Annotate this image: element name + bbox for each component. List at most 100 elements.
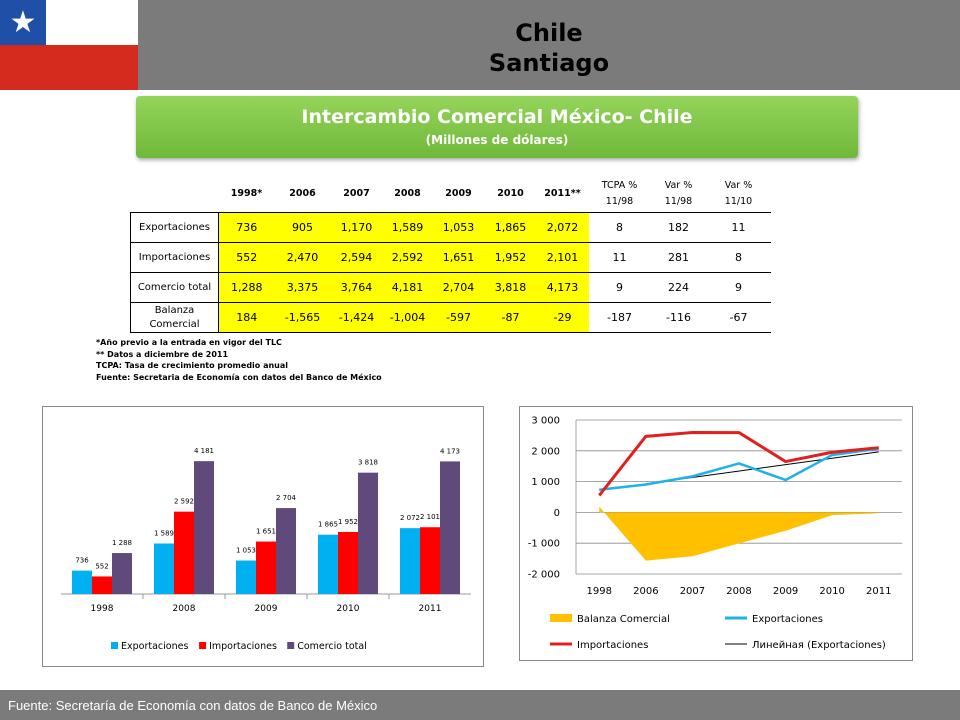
bar-exportaciones <box>400 528 420 594</box>
bar-data-label: 1 651 <box>256 528 276 536</box>
table-cell: 182 <box>650 212 707 243</box>
legend-label: Exportaciones <box>752 614 823 625</box>
table-cell: 3,375 <box>274 272 331 303</box>
table-cell: 2,470 <box>274 242 331 273</box>
x-tick-label: 2007 <box>680 586 705 597</box>
table-cell: -1,565 <box>274 302 331 333</box>
bar-importaciones <box>338 531 358 594</box>
table-cell: 2,704 <box>432 272 485 303</box>
bar-comercio-total <box>358 472 378 594</box>
bar-exportaciones <box>318 534 338 594</box>
table-header-empty <box>130 176 219 213</box>
note-line: *Año previo a la entrada en vigor del TL… <box>96 338 282 347</box>
table-header-cell: Var % 11/10 <box>706 176 771 213</box>
x-tick-label: 2011 <box>419 604 442 614</box>
table-cell: -1,424 <box>330 302 383 333</box>
bar-comercio-total <box>112 553 132 594</box>
bar-data-label: 4 181 <box>194 447 214 455</box>
line-chart: 3 000 2 000 1 000 0 -1 000 -2 000 1998 2006 2007… <box>528 416 902 651</box>
bar-comercio-total <box>276 508 296 594</box>
table-header-cell: Var % 11/98 <box>650 176 707 213</box>
table-cell: 905 <box>274 212 331 243</box>
bar-importaciones <box>256 541 276 594</box>
footer-source: Fuente: Secretaría de Economía con datos… <box>8 698 378 713</box>
table-cell: -29 <box>536 302 589 333</box>
table-cell: -1,004 <box>382 302 433 333</box>
legend-swatch <box>199 642 207 649</box>
table-header-row: 1998* 2006 2007 2008 2009 2010 2011** TC… <box>130 176 771 213</box>
x-tick-label: 2009 <box>255 604 278 614</box>
note-line: TCPA: Tasa de crecimiento promedio anual <box>96 361 288 370</box>
bar-data-label: 3 818 <box>358 459 378 467</box>
table-cell: 1,952 <box>484 242 537 273</box>
table-cell: 552 <box>218 242 275 273</box>
footer-bar: Fuente: Secretaría de Economía con datos… <box>0 690 960 720</box>
section-banner: Intercambio Comercial México- Chile (Mil… <box>136 96 858 158</box>
row-label: Importaciones <box>130 242 219 273</box>
bar-exportaciones <box>236 560 256 594</box>
legend-label: Comercio total <box>297 641 367 652</box>
area-balanza-comercial <box>599 506 879 561</box>
note-line: Fuente: Secretaria de Economía con datos… <box>96 372 382 382</box>
note-line: ** Datos a diciembre de 2011 <box>96 349 229 359</box>
table-cell: -187 <box>588 302 651 333</box>
table-cell: 1,170 <box>330 212 383 243</box>
y-tick-label: 2 000 <box>531 446 560 457</box>
x-tick-label: 1998 <box>587 586 612 597</box>
table-header-cell: 2010 <box>484 176 537 213</box>
table-cell: 2,072 <box>536 212 589 243</box>
table-cell: 2,592 <box>382 242 433 273</box>
table-cell: 184 <box>218 302 275 333</box>
bar-comercio-total <box>194 461 214 594</box>
table-cell: 4,173 <box>536 272 589 303</box>
header-bar <box>0 0 960 90</box>
bar-data-label: 552 <box>95 562 108 570</box>
row-label: Comercio total <box>130 272 219 303</box>
table-header-cell: 2011** <box>536 176 589 213</box>
bar-comercio-total <box>440 461 460 594</box>
page-title: Chile Santiago <box>138 18 960 78</box>
table-cell: -87 <box>484 302 537 333</box>
bar-importaciones <box>92 576 112 594</box>
table-row: Exportaciones 736 905 1,170 1,589 1,053 … <box>130 212 771 243</box>
x-tick-label: 2011 <box>866 586 891 597</box>
x-tick-label: 2008 <box>726 586 751 597</box>
table-cell: 9 <box>706 272 771 303</box>
table-cell: 2,594 <box>330 242 383 273</box>
x-tick-label: 2010 <box>337 604 360 614</box>
table-cell: -116 <box>650 302 707 333</box>
legend-swatch <box>550 614 572 622</box>
table-cell: 736 <box>218 212 275 243</box>
y-tick-label: -2 000 <box>528 570 560 581</box>
chile-flag-icon: ★ <box>0 0 138 90</box>
legend-label: Balanza Comercial <box>577 614 670 625</box>
table-header-cell: TCPA % 11/98 <box>588 176 651 213</box>
table-cell: 224 <box>650 272 707 303</box>
table-cell: 281 <box>650 242 707 273</box>
table-row: Importaciones 552 2,470 2,594 2,592 1,65… <box>130 242 771 273</box>
table-cell: 1,589 <box>382 212 433 243</box>
table-header-cell: 2008 <box>382 176 433 213</box>
bar-data-label: 4 173 <box>440 447 460 455</box>
row-label: Exportaciones <box>130 212 219 243</box>
table-cell: 1,865 <box>484 212 537 243</box>
bar-exportaciones <box>72 570 92 594</box>
row-label: Balanza Comercial <box>130 302 219 333</box>
x-tick-label: 2008 <box>173 604 196 614</box>
table-cell: 11 <box>588 242 651 273</box>
table-cell: 11 <box>706 212 771 243</box>
bar-data-label: 1 952 <box>338 518 358 526</box>
page-title-city: Santiago <box>488 49 610 77</box>
bar-data-label: 2 704 <box>276 494 297 502</box>
x-tick-label: 2010 <box>819 586 844 597</box>
bar-data-label: 2 101 <box>420 513 440 521</box>
banner-subtitle: (Millones de dólares) <box>425 133 569 147</box>
bar-importaciones <box>420 527 440 594</box>
legend-swatch <box>287 642 295 649</box>
line-importaciones <box>598 431 879 497</box>
y-tick-label: -1 000 <box>528 539 560 550</box>
table-header-cell: 2009 <box>432 176 485 213</box>
y-tick-label: 3 000 <box>531 416 560 427</box>
page-title-country: Chile <box>515 19 583 47</box>
legend-label: Importaciones <box>577 640 648 651</box>
